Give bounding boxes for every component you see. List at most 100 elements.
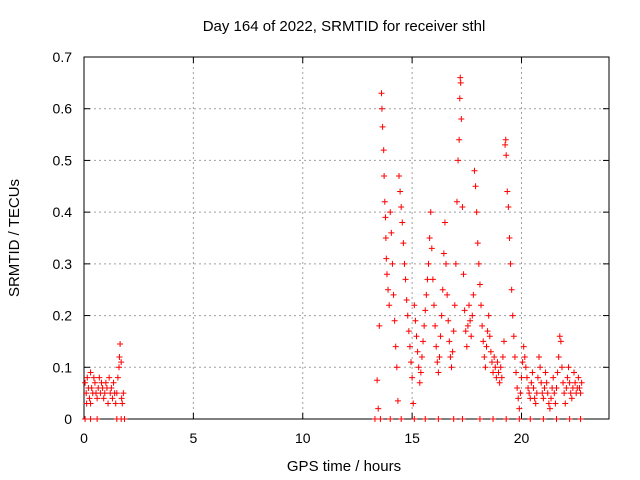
data-point (446, 338, 453, 345)
data-point (100, 395, 107, 402)
data-point (117, 341, 124, 348)
data-point (404, 312, 411, 319)
data-point (521, 353, 528, 360)
data-point (556, 333, 563, 340)
data-point (459, 203, 466, 210)
data-point (542, 369, 549, 376)
data-point (577, 390, 584, 397)
y-tick-label: 0.5 (53, 152, 73, 168)
data-point (457, 74, 464, 81)
data-point (429, 276, 436, 283)
data-point (108, 384, 115, 391)
data-point (83, 390, 90, 397)
data-point (527, 416, 534, 422)
data-point (496, 379, 503, 386)
data-point (411, 302, 418, 309)
data-point (553, 384, 560, 391)
data-point (505, 203, 512, 210)
data-point (552, 400, 559, 407)
data-point (379, 123, 386, 130)
data-point (427, 209, 434, 216)
data-point (495, 369, 502, 376)
data-point (434, 359, 441, 366)
data-point (537, 364, 544, 371)
data-point (398, 416, 405, 422)
data-point (504, 188, 511, 195)
data-point (518, 374, 525, 381)
data-point (464, 322, 471, 329)
data-point (371, 416, 378, 422)
plot-frame (83, 56, 610, 420)
data-point (381, 172, 388, 179)
data-point (471, 167, 478, 174)
data-point (575, 374, 582, 381)
data-point (422, 416, 429, 422)
data-point (462, 328, 469, 335)
data-point (487, 348, 494, 355)
data-point (476, 416, 483, 422)
data-point (577, 416, 584, 422)
data-point (422, 307, 429, 314)
data-point (383, 255, 390, 262)
data-point (483, 343, 490, 350)
data-point (475, 260, 482, 267)
data-point (415, 364, 422, 371)
data-point (387, 416, 394, 422)
data-point (506, 235, 513, 241)
data-point (377, 416, 384, 422)
data-point (497, 364, 504, 371)
data-point (116, 353, 123, 360)
data-point (540, 395, 547, 402)
data-point (418, 353, 425, 360)
data-point (119, 400, 126, 407)
data-point (498, 374, 505, 381)
data-point (414, 348, 421, 355)
data-point (443, 260, 450, 267)
data-point (472, 183, 479, 190)
data-point (90, 374, 97, 381)
y-tick-label: 0.4 (53, 204, 73, 220)
data-point (113, 390, 120, 397)
data-point (412, 317, 419, 324)
data-point (400, 240, 407, 247)
data-point (486, 333, 493, 340)
data-point (502, 141, 509, 148)
data-point (118, 395, 125, 402)
data-point (480, 338, 487, 345)
data-point (390, 291, 397, 298)
data-point (402, 276, 409, 283)
data-point (110, 379, 117, 386)
data-point (554, 369, 561, 376)
data-point (432, 322, 439, 329)
data-point (534, 374, 541, 381)
data-point (112, 400, 119, 407)
data-point (572, 379, 579, 386)
data-point (406, 343, 413, 350)
data-point (508, 286, 515, 293)
data-point (565, 364, 572, 371)
data-point (503, 416, 510, 422)
data-point (491, 353, 498, 360)
data-point (501, 338, 507, 345)
data-point (451, 302, 458, 309)
data-point (109, 395, 116, 402)
data-point (431, 302, 437, 309)
data-point (383, 271, 390, 278)
data-point (411, 416, 418, 422)
data-point (516, 405, 523, 412)
data-point (409, 374, 416, 381)
data-point (388, 229, 395, 236)
data-point (526, 390, 533, 397)
data-point (374, 377, 381, 384)
data-point (576, 384, 583, 391)
data-point (562, 400, 569, 407)
data-point (463, 343, 470, 350)
data-point (523, 374, 530, 381)
data-point (378, 90, 385, 97)
data-point (568, 395, 575, 402)
data-point (469, 312, 476, 319)
data-point (448, 364, 455, 371)
data-point (566, 379, 573, 386)
data-point (525, 384, 532, 391)
